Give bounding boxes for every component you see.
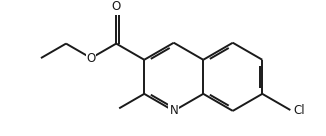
- Text: O: O: [86, 52, 96, 65]
- Text: Cl: Cl: [293, 103, 305, 117]
- Text: N: N: [170, 104, 178, 117]
- Text: O: O: [111, 0, 121, 13]
